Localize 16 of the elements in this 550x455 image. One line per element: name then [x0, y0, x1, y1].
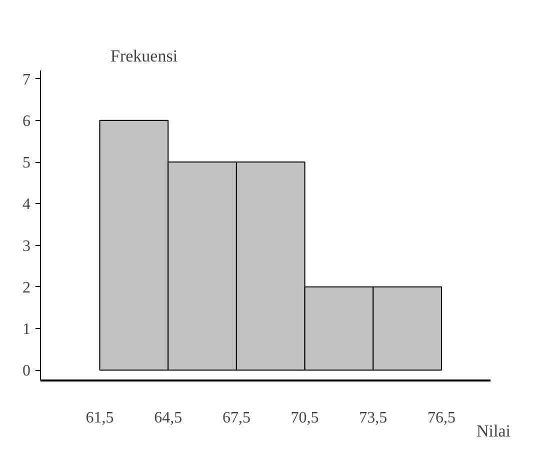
y-tick-label: 5 [22, 154, 30, 172]
x-tick-label: 64,5 [154, 410, 182, 426]
x-tick-label: 67,5 [222, 410, 250, 426]
x-tick-label: 73,5 [359, 410, 388, 426]
y-tick-label: 3 [22, 238, 30, 255]
x-tick-label: 76,5 [428, 410, 456, 426]
x-tick-label: 70,5 [290, 410, 319, 426]
y-tick-label: 0 [22, 362, 30, 380]
y-tick-label: 6 [22, 112, 30, 130]
y-tick-label: 7 [22, 71, 30, 88]
y-tick-label: 1 [22, 320, 30, 338]
y-axis-title: Frekuensi [110, 46, 178, 66]
y-tick-label: 4 [22, 196, 30, 214]
x-axis-title: Nilai [476, 422, 511, 440]
y-tick-label: 2 [22, 279, 30, 296]
x-tick-label: 61,5 [86, 410, 114, 426]
